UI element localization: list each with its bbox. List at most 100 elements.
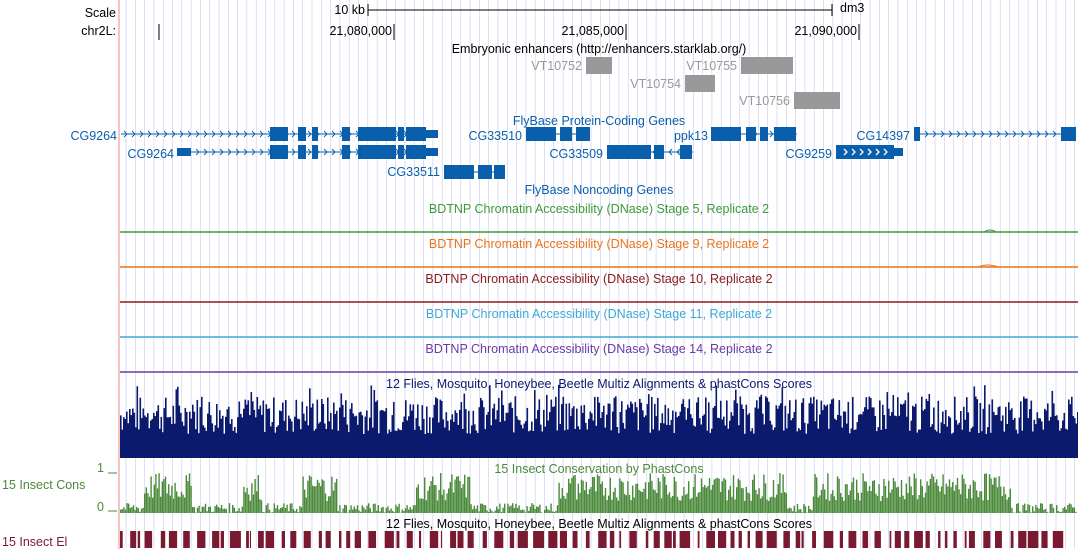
gene-exon[interactable]: [560, 127, 572, 141]
conserved-element[interactable]: [812, 531, 816, 548]
gene-label[interactable]: CG33511: [387, 165, 440, 179]
conserved-element[interactable]: [894, 531, 901, 548]
conserved-element[interactable]: [848, 531, 857, 548]
conserved-element[interactable]: [673, 531, 676, 548]
gene-exon[interactable]: [478, 165, 492, 179]
conserved-element[interactable]: [889, 531, 892, 548]
conserved-element[interactable]: [738, 531, 742, 548]
conserved-element[interactable]: [212, 531, 220, 548]
conserved-element[interactable]: [229, 531, 241, 548]
gene-exon[interactable]: [836, 145, 894, 159]
gene-exon[interactable]: [526, 127, 556, 141]
gene-label[interactable]: CG33510: [468, 129, 522, 143]
gene-exon[interactable]: [312, 127, 318, 141]
conserved-element[interactable]: [384, 531, 394, 548]
gene-exon[interactable]: [342, 145, 350, 159]
gene-exon[interactable]: [398, 145, 404, 159]
conserved-element[interactable]: [548, 531, 558, 548]
conserved-element[interactable]: [730, 531, 735, 548]
conserved-element[interactable]: [747, 531, 750, 548]
gene-exon[interactable]: [426, 130, 438, 138]
conserved-element[interactable]: [339, 531, 342, 548]
enhancer-feature[interactable]: [586, 57, 612, 74]
conserved-element[interactable]: [904, 531, 910, 548]
conserved-element[interactable]: [396, 531, 400, 548]
track-side-label[interactable]: 15 Insect El: [2, 535, 67, 549]
conserved-element[interactable]: [1041, 531, 1048, 548]
conserved-element[interactable]: [839, 531, 843, 548]
gene-exon[interactable]: [444, 165, 474, 179]
conserved-element[interactable]: [766, 531, 777, 548]
conserved-element[interactable]: [457, 531, 464, 548]
conserved-element[interactable]: [197, 531, 206, 548]
gene-exon[interactable]: [746, 127, 756, 141]
gene-label[interactable]: CG14397: [856, 129, 910, 143]
conserved-element[interactable]: [629, 531, 637, 548]
enhancer-label[interactable]: VT10754: [630, 77, 681, 91]
conserved-element[interactable]: [220, 531, 224, 548]
enhancer-label[interactable]: VT10756: [739, 94, 790, 108]
conserved-element[interactable]: [679, 531, 691, 548]
conserved-element[interactable]: [258, 531, 264, 548]
gene-exon[interactable]: [576, 127, 590, 141]
gene-exon[interactable]: [298, 145, 306, 159]
conserved-element[interactable]: [862, 531, 869, 548]
conserved-element[interactable]: [325, 531, 331, 548]
conserved-element[interactable]: [130, 531, 137, 548]
conserved-element[interactable]: [168, 531, 178, 548]
conserved-element[interactable]: [964, 531, 967, 548]
gene-exon[interactable]: [607, 145, 651, 159]
conserved-element[interactable]: [598, 531, 607, 548]
conserved-element[interactable]: [318, 531, 322, 548]
conserved-element[interactable]: [664, 531, 672, 548]
gene-exon[interactable]: [406, 127, 426, 141]
gene-exon[interactable]: [760, 127, 768, 141]
conserved-element[interactable]: [795, 531, 801, 548]
gene-label[interactable]: ppk13: [674, 129, 708, 143]
conserved-element[interactable]: [706, 531, 715, 548]
conserved-element[interactable]: [783, 531, 790, 548]
conserved-element[interactable]: [494, 531, 504, 548]
gene-exon[interactable]: [270, 127, 288, 141]
enhancer-label[interactable]: VT10752: [531, 59, 582, 73]
conserved-element[interactable]: [945, 531, 948, 548]
conserved-element[interactable]: [1018, 531, 1027, 548]
gene-exon[interactable]: [177, 148, 191, 156]
gene-exon[interactable]: [894, 148, 903, 156]
conserved-element[interactable]: [1010, 531, 1014, 548]
gene-exon[interactable]: [270, 145, 288, 159]
gene-exon[interactable]: [312, 145, 318, 159]
conserved-element[interactable]: [585, 531, 590, 548]
conserved-element[interactable]: [697, 531, 700, 548]
conserved-element[interactable]: [874, 531, 881, 548]
gene-exon[interactable]: [1061, 127, 1076, 141]
gene-exon[interactable]: [358, 145, 396, 159]
conserved-element[interactable]: [137, 531, 141, 548]
conserved-element[interactable]: [983, 531, 991, 548]
gene-label[interactable]: CG9264: [127, 147, 174, 161]
conserved-element[interactable]: [755, 531, 763, 548]
conserved-element[interactable]: [144, 531, 153, 548]
conserved-element[interactable]: [718, 531, 727, 548]
enhancer-feature[interactable]: [685, 75, 715, 92]
enhancer-feature[interactable]: [794, 92, 840, 109]
gene-label[interactable]: CG33509: [549, 147, 603, 161]
gene-exon[interactable]: [398, 127, 404, 141]
gene-exon[interactable]: [774, 127, 796, 141]
conserved-element[interactable]: [1052, 531, 1064, 548]
conserved-element[interactable]: [914, 531, 923, 548]
gene-exon[interactable]: [654, 145, 664, 159]
conserved-element[interactable]: [368, 531, 376, 548]
gene-exon[interactable]: [358, 127, 396, 141]
conserved-element[interactable]: [619, 531, 622, 548]
conserved-element[interactable]: [120, 531, 123, 548]
conserved-element[interactable]: [801, 531, 804, 548]
gene-exon[interactable]: [298, 127, 306, 141]
conserved-element[interactable]: [938, 531, 941, 548]
conserved-element[interactable]: [354, 531, 361, 548]
conserved-element[interactable]: [517, 531, 528, 548]
enhancer-label[interactable]: VT10755: [686, 59, 737, 73]
track-side-label[interactable]: 15 Insect Cons: [2, 478, 85, 492]
gene-exon[interactable]: [914, 127, 920, 141]
